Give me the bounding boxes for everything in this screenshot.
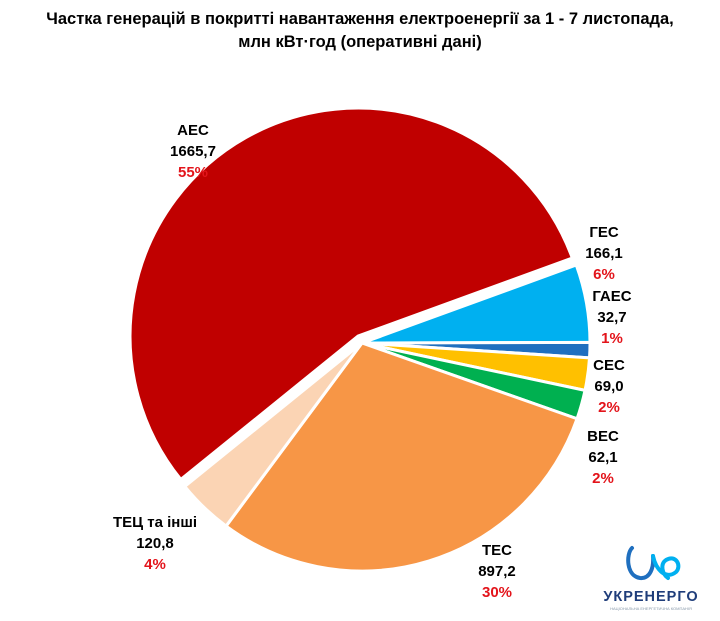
slice-name-3: ВЕС [587,428,619,445]
slice-label-2: СЕС 69,0 2% [549,355,669,418]
slice-label-1: ГАЕС 32,7 1% [552,286,672,349]
logo-name: УКРЕНЕРГО [603,589,699,605]
slice-name-1: ГАЕС [592,288,632,305]
pie-slice-5 [183,341,364,528]
slice-label-0: ГЕС 166,1 6% [544,222,664,285]
slice-name-6: АЕС [177,122,209,139]
slice-value-4: 897,2 [478,563,516,580]
ukrenergo-logo: УКРЕНЕРГО НАЦІОНАЛЬНА ЕНЕРГЕТИЧНА КОМПАН… [596,540,706,611]
pie-slice-4 [224,341,579,573]
slice-value-3: 62,1 [588,449,618,466]
slice-percent-5: 4% [144,556,166,573]
slice-percent-6: 55% [177,164,209,181]
slice-name-0: ГЕС [589,224,619,241]
slice-percent-1: 1% [601,330,623,347]
chart-title-line1: Частка генерацій в покритті навантаження… [46,10,674,28]
slice-label-4: ТЕС 897,2 30% [437,540,557,603]
slice-name-2: СЕС [593,357,625,374]
slice-value-6: 1665,7 [170,143,216,160]
slice-label-5: ТЕЦ та інші 120,8 4% [95,512,215,575]
slice-label-6: АЕС 1665,7 55% [133,120,253,183]
slice-name-5: ТЕЦ та інші [112,514,198,531]
pie-slice-6 [128,106,574,481]
slice-percent-4: 30% [481,584,513,601]
logo-tagline: НАЦІОНАЛЬНА ЕНЕРГЕТИЧНА КОМПАНІЯ [610,606,692,611]
slice-label-3: ВЕС 62,1 2% [543,426,663,489]
slice-value-5: 120,8 [136,535,174,552]
slice-value-0: 166,1 [585,245,623,262]
slice-name-4: ТЕС [482,542,512,559]
slice-percent-3: 2% [592,470,614,487]
slice-percent-0: 6% [593,266,615,283]
chart-title-line2: млн кВт·год (оперативні дані) [238,33,482,51]
slice-value-2: 69,0 [594,378,624,395]
logo-mark-icon [626,546,681,581]
slice-value-1: 32,7 [597,309,627,326]
chart-title: Частка генерацій в покритті навантаження… [0,8,720,54]
slice-percent-2: 2% [598,399,620,416]
